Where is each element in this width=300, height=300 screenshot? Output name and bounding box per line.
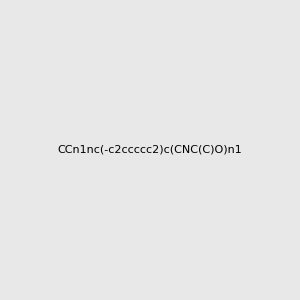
Text: CCn1nc(-c2ccccc2)c(CNC(C)O)n1: CCn1nc(-c2ccccc2)c(CNC(C)O)n1	[58, 145, 242, 155]
